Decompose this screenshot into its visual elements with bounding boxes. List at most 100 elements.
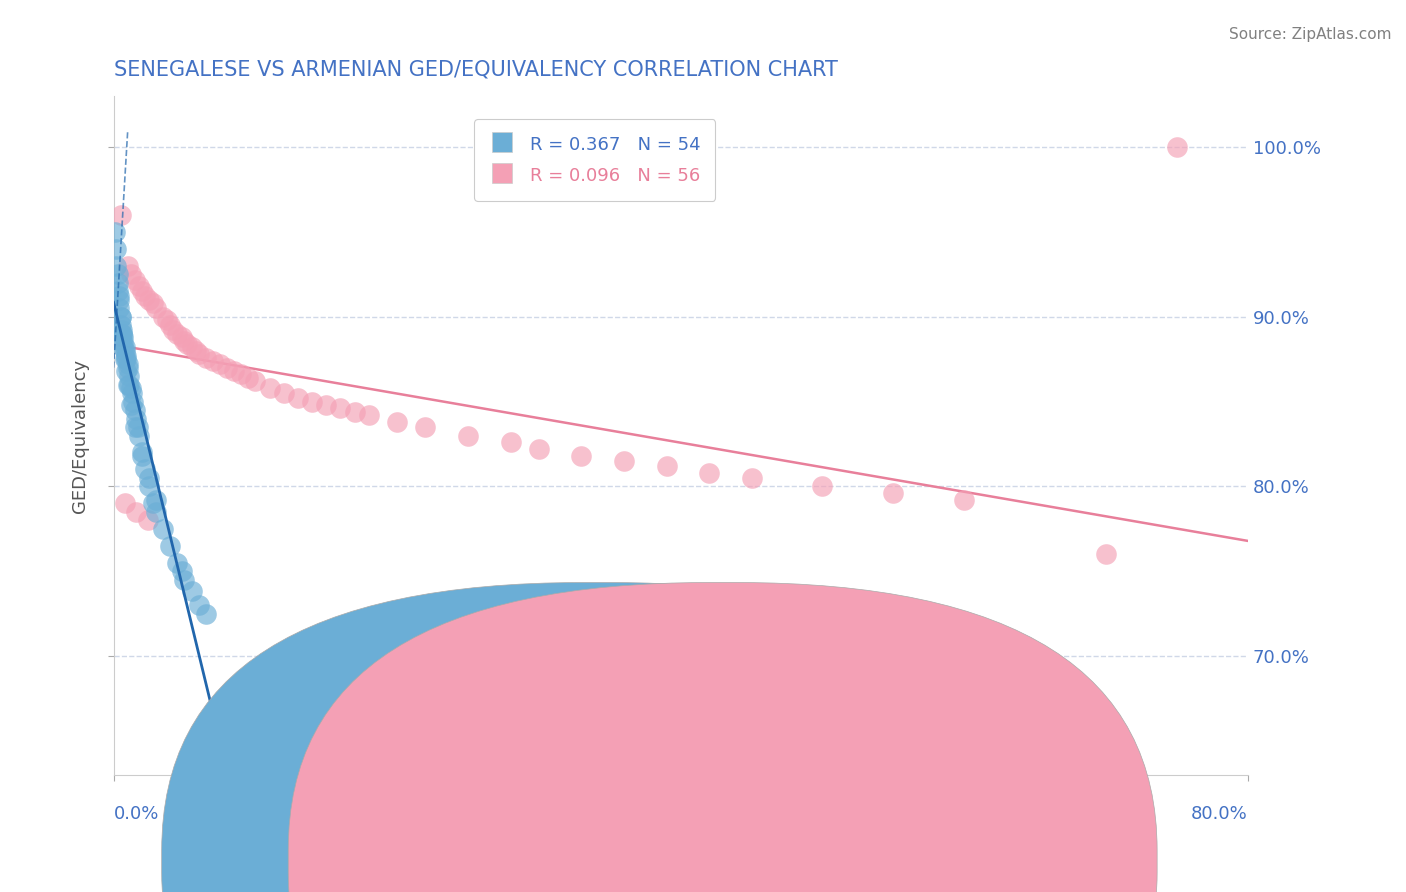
Point [110,310,132,324]
Point [222,364,245,378]
Point [127,420,149,434]
Point [107,276,129,290]
Point [122,394,145,409]
Point [125,505,148,519]
Point [104,225,127,239]
Point [287,391,309,405]
Point [145,505,167,519]
Point [115,364,138,378]
Point [108,289,131,303]
Point [173,573,195,587]
Point [112,340,135,354]
Point [138,471,160,485]
Point [108,301,131,316]
Point [117,377,139,392]
Point [571,449,593,463]
Point [180,584,202,599]
Point [208,357,231,371]
Point [131,445,153,459]
Point [105,259,128,273]
Point [124,420,146,434]
Point [259,381,281,395]
Point [152,522,174,536]
Text: 80.0%: 80.0% [1191,805,1249,823]
Point [357,408,380,422]
Point [385,415,408,429]
Point [273,386,295,401]
Point [215,360,238,375]
Point [238,371,260,385]
Text: Source: ZipAtlas.com: Source: ZipAtlas.com [1229,27,1392,42]
Point [128,279,150,293]
Point [114,496,136,510]
Point [131,285,153,299]
Point [124,272,146,286]
Point [301,394,323,409]
Point [613,454,636,468]
Point [882,486,904,500]
Point [117,259,139,273]
Point [457,428,479,442]
Point [180,340,202,354]
Point [125,411,148,425]
Point [114,340,136,354]
Point [120,381,142,395]
Point [156,313,179,327]
Point [110,208,132,222]
Point [315,398,337,412]
Point [231,368,253,382]
Point [112,335,135,350]
Text: SENEGALESE VS ARMENIAN GED/EQUIVALENCY CORRELATION CHART: SENEGALESE VS ARMENIAN GED/EQUIVALENCY C… [114,60,838,79]
Point [120,398,142,412]
Point [128,428,150,442]
Point [173,334,195,348]
Y-axis label: GED/Equivalency: GED/Equivalency [72,359,89,513]
Point [142,296,165,310]
Point [107,268,129,282]
Point [112,330,135,344]
Point [117,360,139,375]
Text: Armenians: Armenians [731,852,828,870]
Point [152,310,174,324]
Point [184,343,207,358]
Point [187,347,209,361]
Point [105,242,128,256]
Point [194,607,217,621]
Point [201,354,224,368]
Point [138,479,160,493]
Point [107,285,129,299]
Point [329,401,352,416]
Point [1095,547,1118,561]
Point [1166,140,1188,154]
Point [115,349,138,363]
Point [655,458,678,473]
Point [415,420,437,434]
Point [1024,699,1046,714]
Point [159,318,181,333]
Point [138,293,160,307]
Point [115,352,138,367]
Point [527,442,550,456]
Point [134,462,156,476]
Point [194,351,217,365]
Point [111,326,134,341]
Point [118,369,141,384]
Point [953,492,976,507]
Point [110,318,132,333]
Point [166,556,188,570]
Point [124,403,146,417]
Point [120,268,142,282]
Point [159,539,181,553]
Text: Senegalese: Senegalese [619,852,723,870]
Point [145,492,167,507]
Point [117,357,139,371]
Point [142,496,165,510]
Point [114,343,136,358]
Point [162,323,184,337]
Point [166,326,188,341]
Point [111,326,134,341]
Point [114,352,136,367]
Point [136,513,159,527]
Point [343,405,366,419]
Text: 0.0%: 0.0% [114,805,159,823]
